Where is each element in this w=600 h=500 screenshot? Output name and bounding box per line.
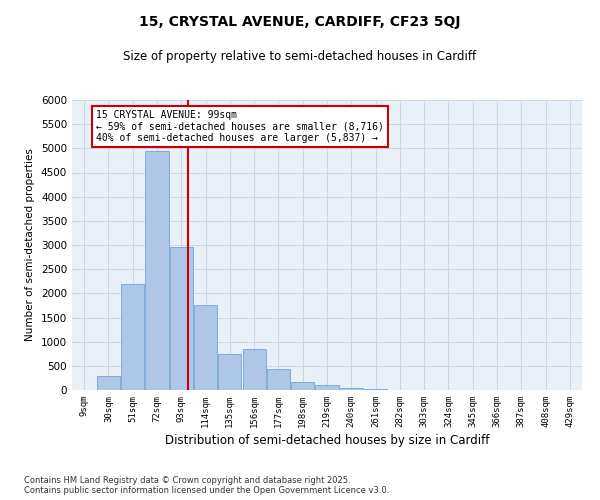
- Bar: [267, 369, 290, 390]
- Bar: [121, 284, 144, 390]
- Bar: [218, 354, 241, 390]
- Text: 15, CRYSTAL AVENUE, CARDIFF, CF23 5QJ: 15, CRYSTAL AVENUE, CARDIFF, CF23 5QJ: [139, 15, 461, 29]
- Bar: [97, 376, 120, 390]
- Text: Size of property relative to semi-detached houses in Cardiff: Size of property relative to semi-detach…: [124, 50, 476, 63]
- Text: 15 CRYSTAL AVENUE: 99sqm
← 59% of semi-detached houses are smaller (8,716)
40% o: 15 CRYSTAL AVENUE: 99sqm ← 59% of semi-d…: [96, 110, 384, 143]
- Bar: [291, 382, 314, 390]
- Bar: [316, 385, 338, 390]
- Bar: [194, 306, 217, 390]
- Bar: [340, 388, 363, 390]
- Bar: [170, 248, 193, 390]
- Bar: [145, 151, 169, 390]
- Bar: [242, 349, 266, 390]
- Bar: [364, 388, 387, 390]
- Text: Contains HM Land Registry data © Crown copyright and database right 2025.
Contai: Contains HM Land Registry data © Crown c…: [24, 476, 389, 495]
- X-axis label: Distribution of semi-detached houses by size in Cardiff: Distribution of semi-detached houses by …: [165, 434, 489, 447]
- Y-axis label: Number of semi-detached properties: Number of semi-detached properties: [25, 148, 35, 342]
